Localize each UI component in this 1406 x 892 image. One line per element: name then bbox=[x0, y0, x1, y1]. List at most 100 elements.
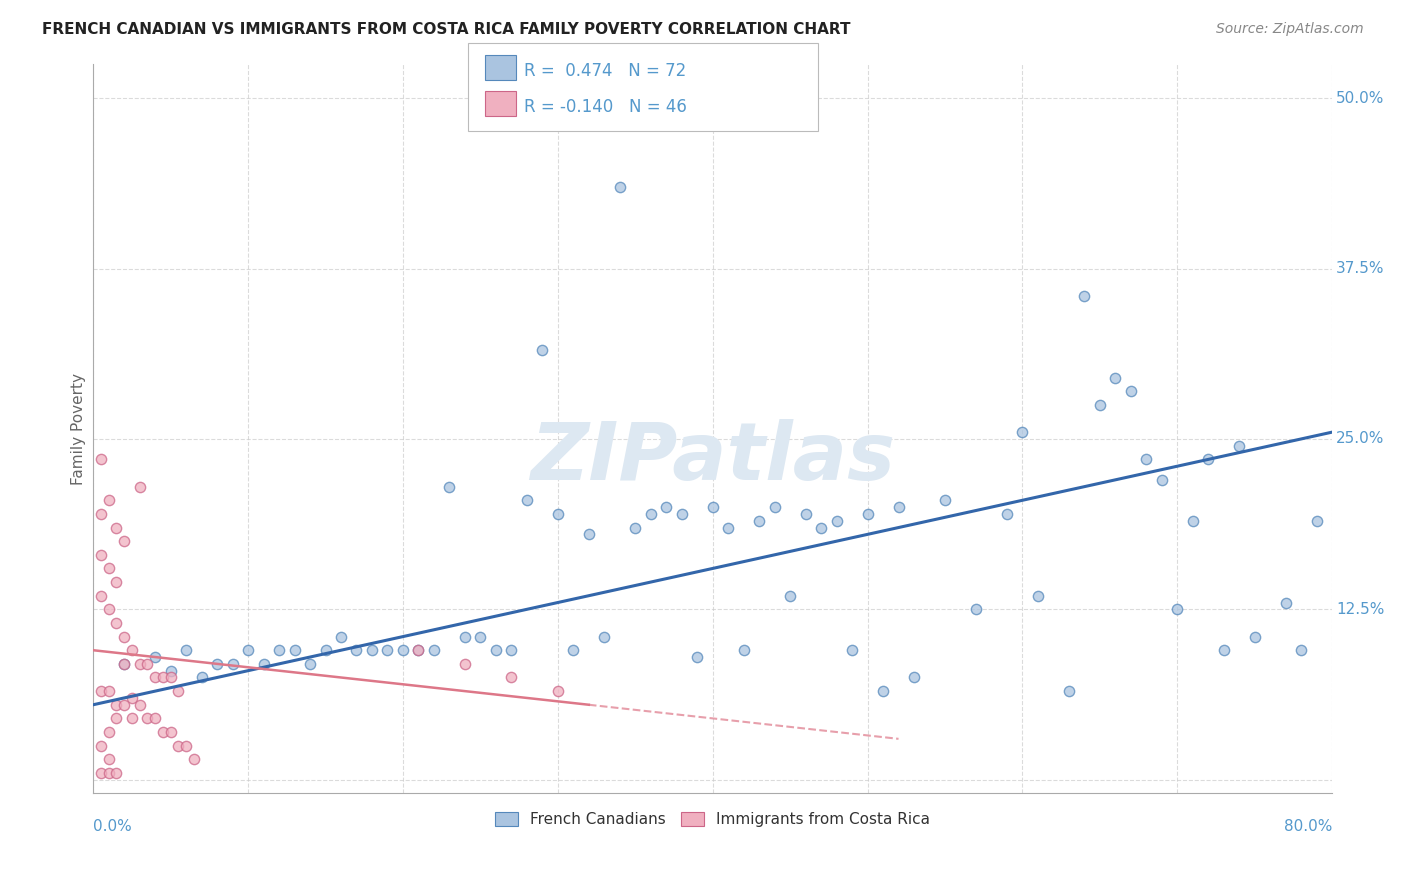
Point bbox=[105, 711, 128, 725]
Point bbox=[485, 643, 508, 657]
Y-axis label: Family Poverty: Family Poverty bbox=[72, 373, 86, 484]
Point bbox=[128, 480, 150, 494]
Point bbox=[501, 671, 523, 685]
Point bbox=[547, 684, 569, 698]
Point bbox=[143, 650, 166, 665]
Point bbox=[90, 548, 112, 562]
Point bbox=[1150, 473, 1173, 487]
Point bbox=[1104, 370, 1126, 384]
Point bbox=[810, 520, 832, 534]
Point bbox=[97, 561, 120, 575]
Point bbox=[624, 520, 647, 534]
Point bbox=[105, 765, 128, 780]
Point bbox=[717, 520, 740, 534]
Point bbox=[205, 657, 228, 671]
Point bbox=[112, 630, 135, 644]
Point bbox=[90, 452, 112, 467]
Point bbox=[578, 527, 600, 541]
Text: ZIPatlas: ZIPatlas bbox=[530, 419, 896, 497]
Point bbox=[872, 684, 894, 698]
Point bbox=[392, 643, 415, 657]
Point bbox=[408, 643, 430, 657]
Point bbox=[1227, 439, 1250, 453]
Point bbox=[439, 480, 461, 494]
Point bbox=[779, 589, 801, 603]
Point bbox=[1197, 452, 1219, 467]
Point bbox=[97, 765, 120, 780]
Point bbox=[733, 643, 755, 657]
Point bbox=[547, 507, 569, 521]
Text: R =  0.474   N = 72: R = 0.474 N = 72 bbox=[524, 62, 686, 80]
Point bbox=[159, 664, 181, 678]
Point bbox=[105, 698, 128, 712]
Point bbox=[112, 698, 135, 712]
Point bbox=[221, 657, 243, 671]
Point bbox=[236, 643, 259, 657]
Point bbox=[174, 739, 197, 753]
Point bbox=[501, 643, 523, 657]
Point bbox=[143, 671, 166, 685]
Point bbox=[315, 643, 337, 657]
Point bbox=[330, 630, 353, 644]
Point bbox=[112, 657, 135, 671]
Point bbox=[190, 671, 212, 685]
Point bbox=[159, 725, 181, 739]
Point bbox=[454, 630, 477, 644]
Text: 80.0%: 80.0% bbox=[1284, 819, 1333, 834]
Point bbox=[562, 643, 585, 657]
Point bbox=[1289, 643, 1312, 657]
Point bbox=[174, 643, 197, 657]
Point bbox=[1212, 643, 1234, 657]
Point bbox=[454, 657, 477, 671]
Point bbox=[152, 725, 174, 739]
Point bbox=[995, 507, 1018, 521]
Point bbox=[609, 179, 631, 194]
Point bbox=[97, 684, 120, 698]
Point bbox=[423, 643, 446, 657]
Point bbox=[377, 643, 399, 657]
Point bbox=[408, 643, 430, 657]
Point bbox=[252, 657, 274, 671]
Text: 37.5%: 37.5% bbox=[1336, 261, 1385, 276]
Point bbox=[183, 752, 205, 766]
Point bbox=[1026, 589, 1049, 603]
Point bbox=[159, 671, 181, 685]
Point bbox=[965, 602, 987, 616]
Point bbox=[143, 711, 166, 725]
Point bbox=[825, 514, 848, 528]
Point bbox=[655, 500, 678, 514]
Point bbox=[516, 493, 538, 508]
Point bbox=[97, 602, 120, 616]
Point bbox=[1305, 514, 1327, 528]
Point bbox=[1274, 595, 1296, 609]
Point bbox=[903, 671, 925, 685]
Point bbox=[298, 657, 321, 671]
Text: R = -0.140   N = 46: R = -0.140 N = 46 bbox=[524, 98, 688, 116]
Point bbox=[1088, 398, 1111, 412]
Point bbox=[136, 711, 159, 725]
Point bbox=[121, 711, 143, 725]
Point bbox=[702, 500, 724, 514]
Point bbox=[470, 630, 492, 644]
Text: 25.0%: 25.0% bbox=[1336, 432, 1385, 446]
Point bbox=[671, 507, 693, 521]
Text: 0.0%: 0.0% bbox=[93, 819, 132, 834]
Point bbox=[934, 493, 956, 508]
Point bbox=[97, 725, 120, 739]
Point bbox=[841, 643, 863, 657]
Point bbox=[128, 657, 150, 671]
Point bbox=[90, 684, 112, 698]
Point bbox=[112, 534, 135, 549]
Point bbox=[90, 739, 112, 753]
Point bbox=[346, 643, 368, 657]
Point bbox=[1166, 602, 1188, 616]
Point bbox=[1181, 514, 1204, 528]
Point bbox=[593, 630, 616, 644]
Point bbox=[167, 739, 190, 753]
Point bbox=[152, 671, 174, 685]
Point bbox=[361, 643, 384, 657]
Point bbox=[136, 657, 159, 671]
Point bbox=[267, 643, 290, 657]
Point bbox=[90, 507, 112, 521]
Point bbox=[112, 657, 135, 671]
